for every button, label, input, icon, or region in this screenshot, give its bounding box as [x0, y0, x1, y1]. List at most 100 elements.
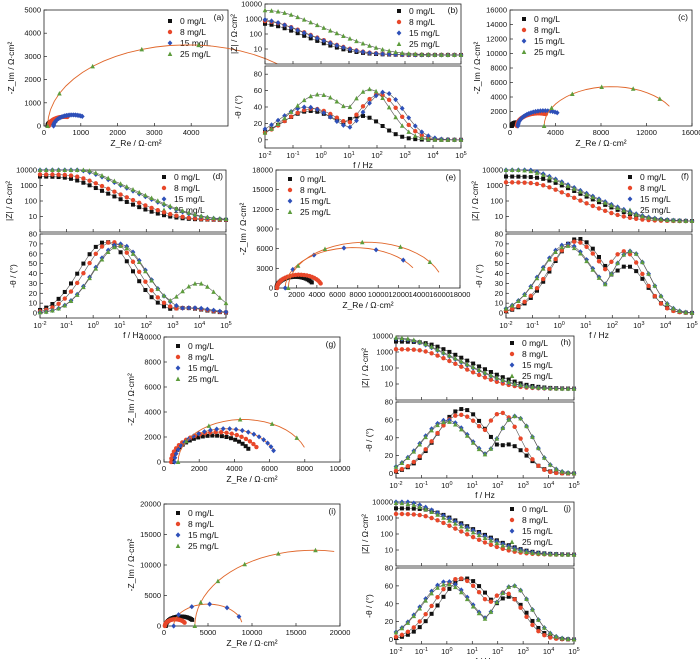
x-tick-label: 12000: [388, 290, 409, 299]
impedance-point: [155, 211, 160, 216]
phase-point: [186, 305, 192, 311]
y-tick-label: 4000: [144, 408, 161, 417]
data-point: [657, 96, 663, 101]
phase-point: [547, 266, 552, 272]
phase-point: [435, 603, 440, 608]
phase-point: [518, 415, 523, 421]
x-tick-label: 101: [467, 481, 478, 490]
impedance-point: [314, 35, 320, 41]
y-tick-label: 20: [495, 289, 503, 298]
fit-curve: [177, 419, 305, 463]
data-point: [205, 433, 210, 438]
x-tick-label: 0: [274, 290, 278, 299]
phase-point: [547, 257, 552, 262]
phase-point: [445, 137, 451, 142]
phase-point: [441, 594, 446, 599]
y-tick-label: 40: [385, 599, 393, 608]
x-axis-label: f / Hz: [589, 330, 609, 340]
phase-point: [524, 596, 529, 602]
impedance-point: [68, 173, 74, 178]
phase-point: [536, 628, 541, 634]
impedance-point: [453, 352, 458, 357]
phase-point: [536, 445, 541, 451]
impedance-point: [584, 191, 589, 197]
phase-point: [590, 267, 596, 272]
phase-point: [393, 634, 399, 640]
phase-point: [470, 603, 476, 609]
phase-point: [441, 579, 446, 585]
impedance-point: [75, 174, 80, 179]
y-tick-label: 1000: [486, 181, 503, 190]
phase-point: [155, 295, 160, 300]
phase-point: [584, 240, 589, 245]
panel-label: (a): [214, 12, 225, 22]
x-tick-label: 103: [399, 151, 410, 160]
phase-point: [354, 118, 359, 124]
y-tick-label: 5000: [24, 6, 41, 15]
phase-point: [347, 119, 353, 125]
impedance-point: [482, 540, 488, 545]
data-point: [294, 435, 300, 440]
y-tick-label: 9000: [256, 225, 273, 234]
phase-point: [275, 121, 281, 127]
impedance-point: [541, 176, 546, 181]
impedance-point: [295, 31, 300, 36]
phase-point: [506, 584, 512, 589]
impedance-point: [112, 194, 117, 199]
phase-point: [99, 244, 105, 249]
impedance-point: [615, 212, 620, 218]
impedance-point: [155, 208, 160, 213]
impedance-point: [423, 341, 428, 347]
phase-point: [548, 469, 553, 475]
phase-point: [590, 246, 595, 251]
fit-curve: [284, 247, 414, 289]
impedance-point: [149, 195, 154, 201]
phase-point: [155, 300, 160, 305]
impedance-point: [417, 339, 423, 344]
phase-point: [137, 279, 142, 284]
data-point: [207, 601, 213, 607]
y-axis-label: -θ / (°): [8, 264, 18, 288]
x-tick-label: 105: [568, 481, 579, 490]
phase-point: [518, 436, 523, 441]
x-tick-label: 105: [220, 321, 231, 330]
y-tick-label: 10000: [486, 49, 507, 58]
nyquist-panel-i: 0 5000 10000 15000 20000 0 5000 10000 15000 20000…: [126, 500, 350, 649]
y-tick-label: 6000: [490, 78, 507, 87]
impedance-point: [547, 185, 552, 190]
y-tick-label: 80: [495, 230, 503, 239]
phase-point: [174, 303, 179, 309]
nyquist-legend-marker: [167, 51, 173, 56]
impedance-point: [565, 552, 571, 557]
nyquist-legend-marker: [176, 511, 180, 515]
phase-point: [393, 132, 398, 137]
impedance-point: [566, 186, 570, 191]
phase-point: [308, 104, 314, 110]
impedance-point: [518, 548, 523, 553]
x-tick-label: 10000: [368, 290, 389, 299]
phase-point: [512, 424, 517, 430]
impedance-point: [447, 352, 452, 358]
impedance-point: [565, 183, 571, 188]
phase-point: [459, 412, 464, 417]
impedance-point: [373, 45, 379, 50]
impedance-point: [405, 511, 411, 517]
impedance-point: [542, 551, 547, 556]
nyquist-legend-label: 0 mg/L: [188, 508, 214, 518]
impedance-point: [658, 216, 664, 222]
impedance-point: [464, 526, 470, 532]
phase-point: [524, 614, 529, 620]
x-tick-label: 6000: [329, 290, 346, 299]
impedance-point: [99, 183, 105, 189]
data-point: [169, 456, 174, 461]
impedance-point: [56, 172, 61, 177]
impedance-point: [192, 216, 198, 221]
phase-point: [482, 616, 488, 621]
y-tick-label: 0: [33, 309, 37, 318]
x-axis-label: Z_Re / Ω·cm²: [342, 300, 393, 310]
phase-point: [143, 279, 148, 284]
phase-point: [81, 261, 86, 266]
data-point: [522, 112, 528, 119]
impedance-point: [547, 551, 553, 557]
phase-point: [168, 304, 173, 309]
